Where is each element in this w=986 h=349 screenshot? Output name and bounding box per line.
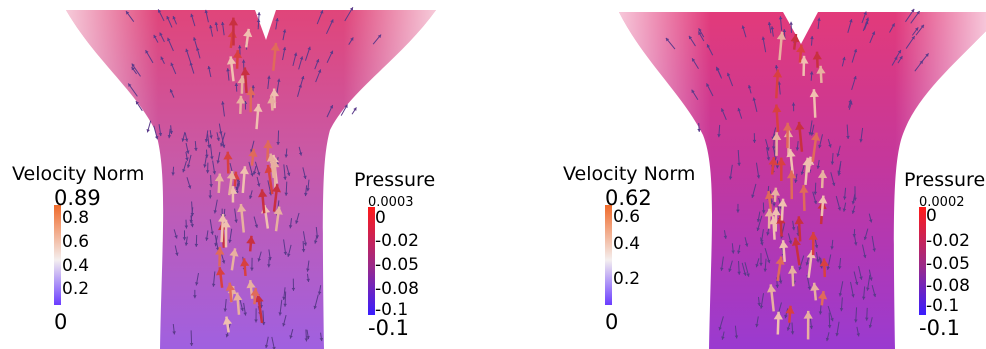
pressure-min-label: -0.1 — [919, 316, 960, 340]
velocity-colorbar — [54, 205, 61, 305]
pressure-tick-label: -0.02 — [926, 231, 970, 251]
pressure-tick-label: -0.05 — [926, 254, 970, 274]
left-flow-render — [66, 6, 436, 349]
pressure-tick-label: -0.02 — [375, 231, 419, 251]
pressure-tick-label: -0.08 — [926, 276, 970, 296]
velocity-tick-label: 0.4 — [62, 256, 90, 276]
velocity-tick-label: 0.8 — [62, 208, 90, 228]
velocity-colorbar — [605, 205, 612, 305]
right-flow-render — [619, 8, 986, 349]
pressure-max-label: 0.0002 — [919, 195, 965, 210]
pressure-tick-label: 0 — [926, 206, 937, 226]
pressure-tick-label: 0 — [375, 208, 386, 228]
velocity-arrows — [665, 8, 929, 342]
left-visualization-panel: Velocity Norm 0.89 0.8 0.6 0.4 0.2 0 Pre… — [12, 6, 436, 349]
velocity-tick-label: 0.6 — [62, 232, 90, 252]
velocity-tick-label: 0.2 — [62, 279, 90, 299]
pressure-max-label: 0.0003 — [368, 195, 414, 210]
velocity-tick-label: 0.6 — [613, 207, 641, 227]
velocity-min-label: 0 — [605, 310, 619, 334]
velocity-tick-label: 0.2 — [613, 269, 641, 289]
velocity-tick-label: 0.4 — [613, 234, 641, 254]
right-visualization-panel: Velocity Norm 0.62 0.6 0.4 0.2 0 Pressur… — [493, 0, 986, 349]
velocity-max-label: 0.62 — [605, 186, 652, 210]
velocity-arrows — [125, 6, 382, 349]
velocity-legend-title: Velocity Norm — [563, 163, 696, 185]
velocity-max-label: 0.89 — [54, 186, 101, 210]
pressure-tick-label: -0.05 — [375, 255, 419, 275]
pressure-colorbar — [368, 207, 375, 315]
velocity-legend-title: Velocity Norm — [12, 163, 145, 185]
pressure-colorbar — [919, 207, 926, 315]
pressure-min-label: -0.1 — [368, 316, 409, 340]
pressure-legend-title: Pressure — [354, 169, 436, 191]
pressure-tick-label: -0.1 — [926, 296, 960, 316]
pressure-tick-label: -0.1 — [375, 300, 409, 320]
pressure-legend-title: Pressure — [904, 169, 986, 191]
velocity-min-label: 0 — [54, 310, 68, 334]
pressure-tick-label: -0.08 — [375, 279, 419, 299]
